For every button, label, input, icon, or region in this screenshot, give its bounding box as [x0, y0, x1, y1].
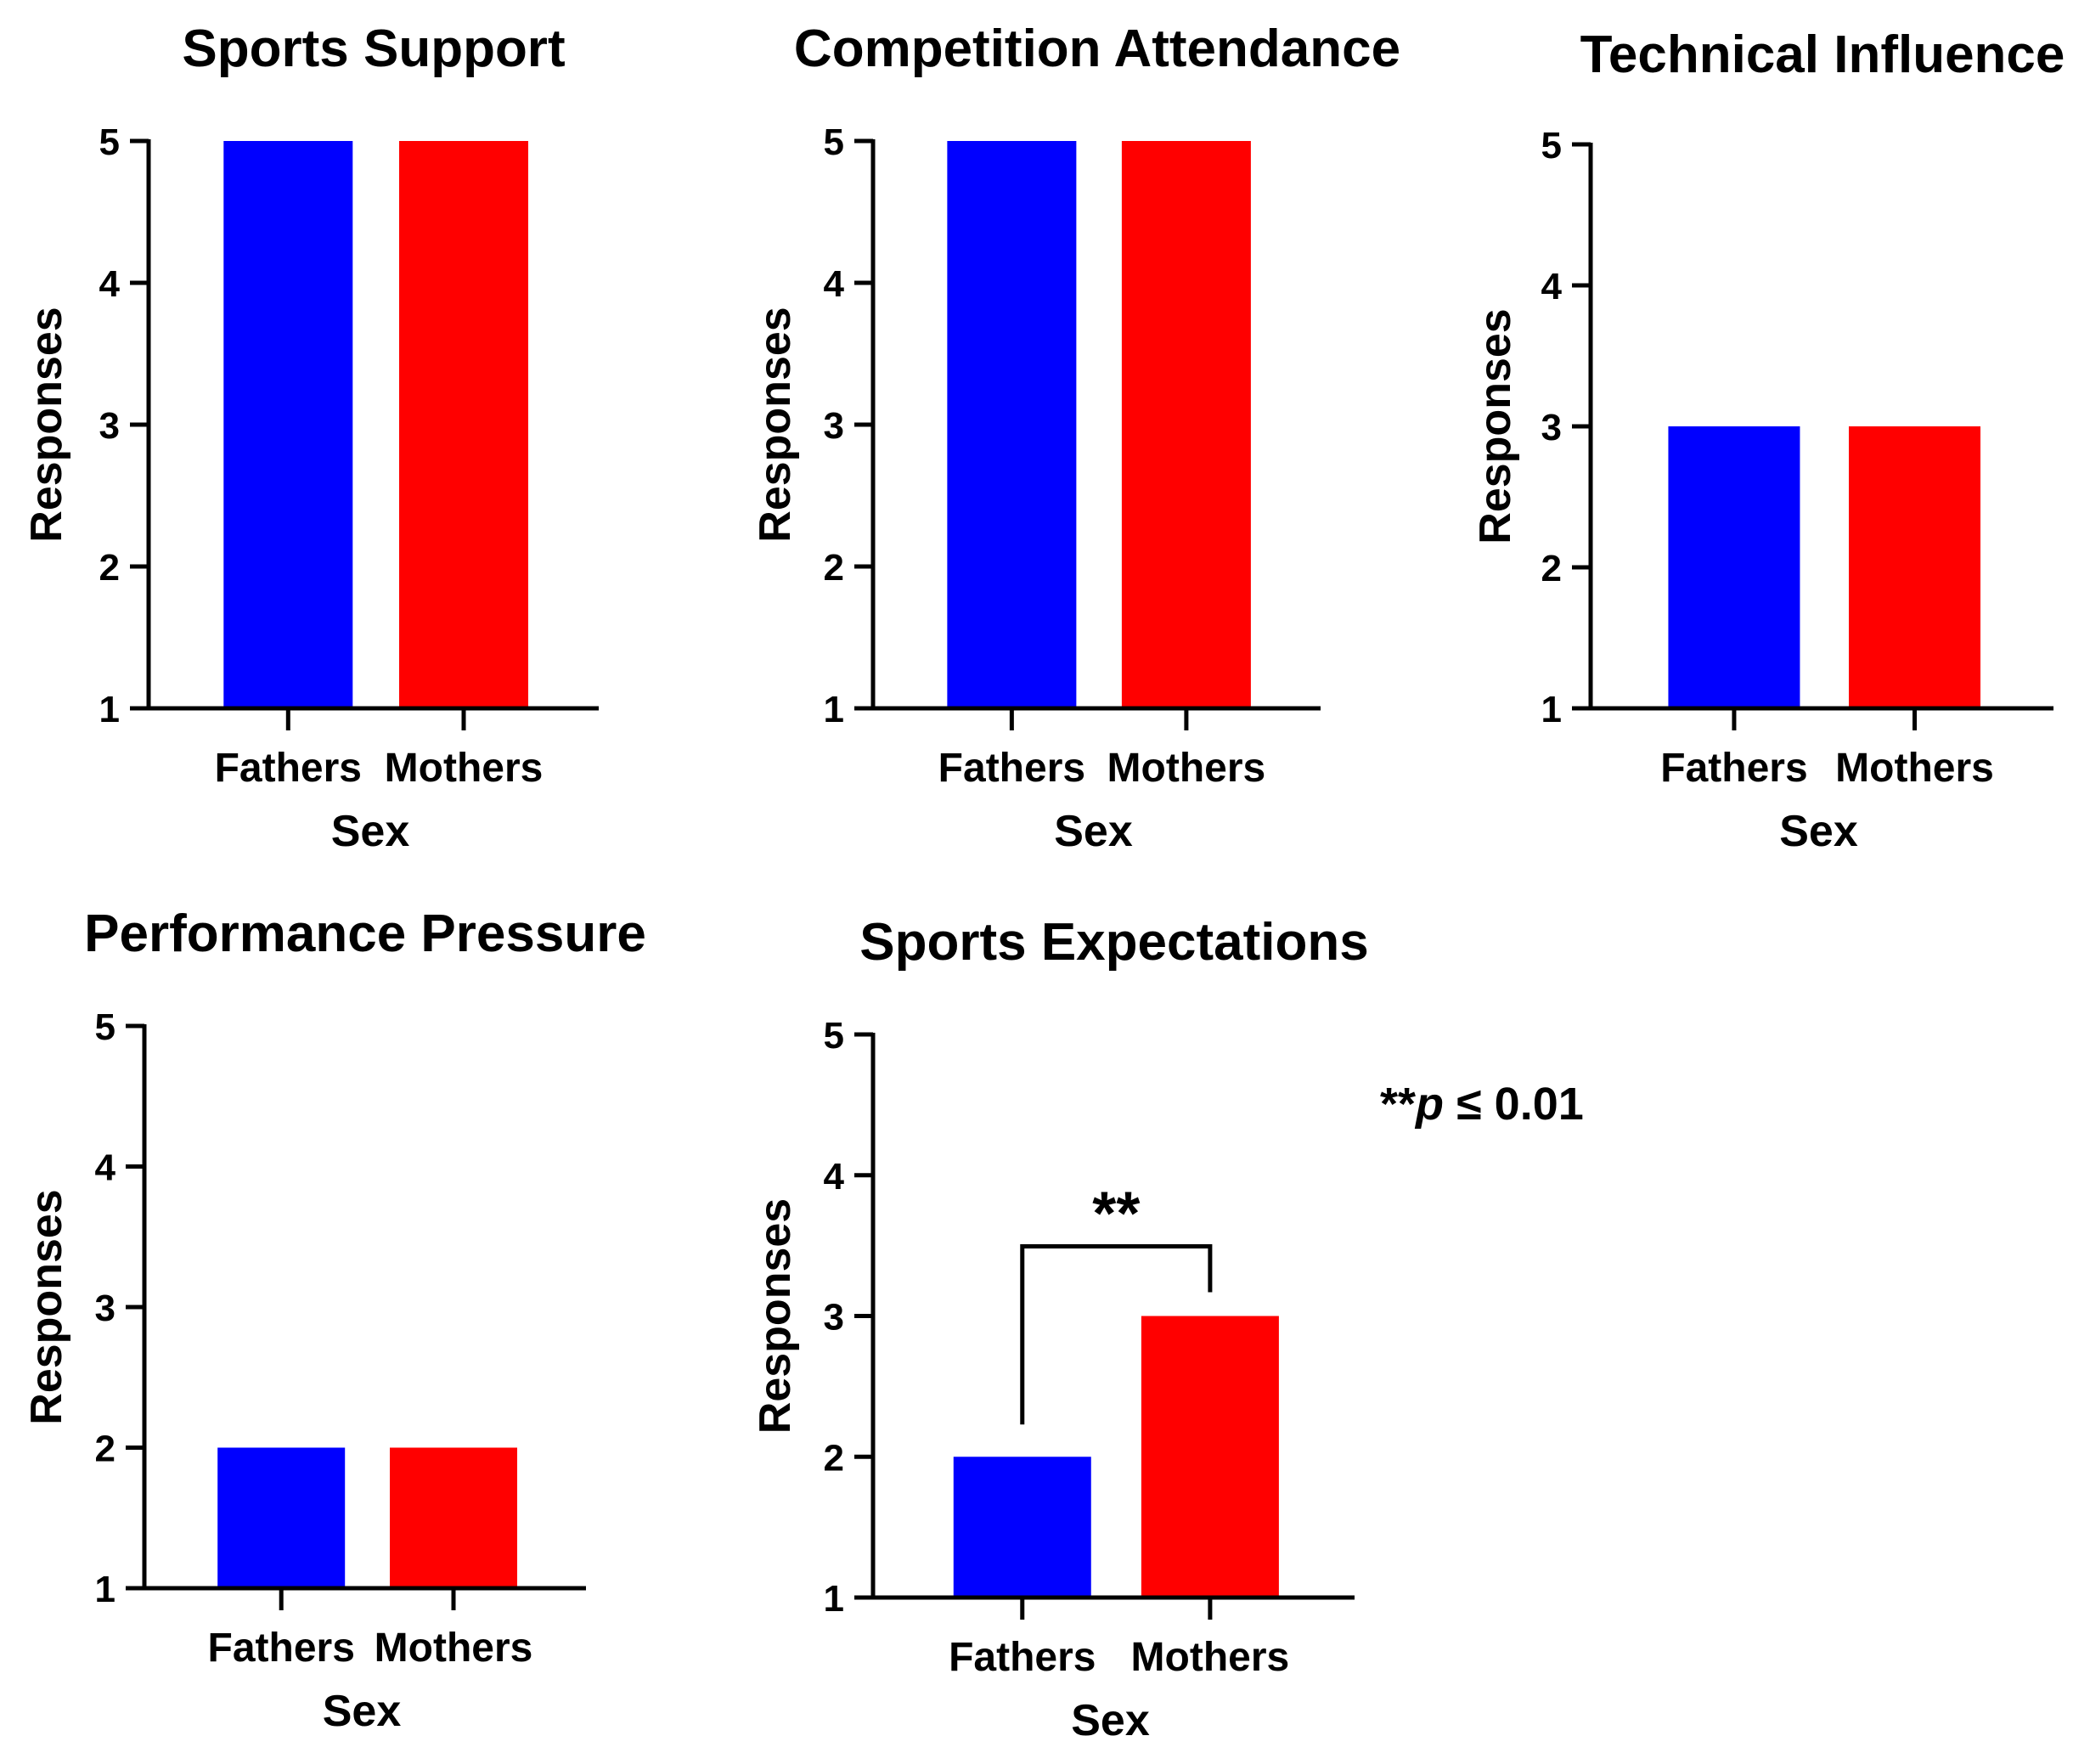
x-tick-label: Fathers — [215, 746, 362, 791]
bar-mothers — [399, 141, 528, 708]
y-tick-label: 1 — [824, 1578, 844, 1620]
chart-panel-4: Performance Pressure 1 2 3 4 5 Fathers Mothers S… — [22, 905, 646, 1736]
bar-mothers — [1849, 426, 1980, 708]
y-tick-label: 1 — [1541, 689, 1562, 730]
chart-panel-3: Technical Influence 1 2 3 4 5 Fathers Mothers Se… — [1471, 25, 2065, 856]
y-tick-label: 1 — [95, 1569, 115, 1610]
y-tick-label: 5 — [1541, 125, 1562, 166]
bar-mothers — [1141, 1316, 1279, 1598]
y-tick-label: 3 — [824, 1297, 844, 1338]
y-tick-label: 2 — [824, 547, 844, 589]
x-tick-label: Mothers — [1107, 746, 1266, 791]
bar-fathers — [223, 141, 353, 708]
x-axis-label: Sex — [1779, 807, 1858, 856]
y-tick-label: 4 — [95, 1147, 116, 1189]
x-axis-label: Sex — [323, 1687, 402, 1736]
y-tick-label: 3 — [824, 405, 844, 447]
bar-mothers — [390, 1447, 517, 1588]
x-tick-label: Fathers — [1660, 746, 1807, 791]
y-tick-label: 2 — [824, 1437, 844, 1479]
y-tick-label: 2 — [1541, 548, 1562, 589]
x-axis-label: Sex — [331, 807, 410, 856]
significance-note-stars: ** — [1380, 1079, 1416, 1130]
chart-panel-2: Competition Attendance 1 2 3 4 5 Fathers Mother… — [751, 20, 1400, 856]
chart-panel-1: Sports Support 1 2 3 4 5 Fathers Mothers Sex Resp… — [22, 20, 599, 856]
significance-stars: ** — [1092, 1181, 1140, 1248]
chart-title: Technical Influence — [1580, 25, 2065, 84]
y-tick-label: 1 — [824, 689, 844, 730]
y-tick-label: 4 — [1541, 266, 1563, 307]
x-tick-label: Fathers — [949, 1635, 1096, 1680]
y-tick-label: 5 — [99, 121, 120, 163]
chart-title: Sports Expectations — [859, 913, 1368, 972]
significance-note: **p ≤ 0.01 — [1380, 1079, 1584, 1130]
y-tick-label: 4 — [99, 263, 121, 305]
significance-note-p: p — [1414, 1079, 1444, 1130]
chart-title: Competition Attendance — [794, 20, 1400, 78]
x-axis-label: Sex — [1054, 807, 1133, 856]
y-tick-label: 2 — [95, 1429, 115, 1470]
y-tick-label: 3 — [95, 1288, 115, 1329]
y-tick-label: 3 — [1541, 407, 1562, 448]
y-tick-label: 5 — [824, 1015, 844, 1057]
chart-title: Sports Support — [182, 20, 565, 78]
bar-fathers — [947, 141, 1077, 708]
chart-title: Performance Pressure — [84, 905, 646, 963]
bar-fathers — [953, 1457, 1091, 1598]
x-tick-label: Mothers — [375, 1626, 533, 1671]
y-axis-label: Responses — [1471, 308, 1520, 544]
x-tick-label: Fathers — [938, 746, 1085, 791]
y-tick-label: 4 — [824, 1156, 845, 1198]
x-tick-label: Fathers — [208, 1626, 355, 1671]
significance-bracket — [1020, 1244, 1213, 1425]
y-tick-label: 2 — [99, 547, 120, 589]
y-axis-label: Responses — [22, 307, 71, 542]
bar-fathers — [217, 1447, 346, 1588]
y-tick-label: 3 — [99, 405, 120, 447]
x-axis-label: Sex — [1071, 1696, 1150, 1745]
y-tick-label: 5 — [824, 121, 844, 163]
y-axis-label: Responses — [751, 1198, 800, 1434]
y-axis-label: Responses — [751, 307, 800, 542]
x-tick-label: Mothers — [1835, 746, 1994, 791]
x-tick-label: Mothers — [385, 746, 544, 791]
chart-panel-5: Sports Expectations 1 2 3 4 5 Fathers Mothers Se… — [751, 913, 1369, 1745]
y-tick-label: 1 — [99, 689, 120, 730]
x-tick-label: Mothers — [1131, 1635, 1290, 1680]
y-axis-label: Responses — [22, 1189, 71, 1424]
bar-fathers — [1668, 426, 1800, 708]
bar-mothers — [1121, 141, 1251, 708]
significance-note-threshold: ≤ 0.01 — [1444, 1079, 1584, 1130]
y-tick-label: 5 — [95, 1006, 115, 1048]
y-tick-label: 4 — [824, 263, 845, 305]
